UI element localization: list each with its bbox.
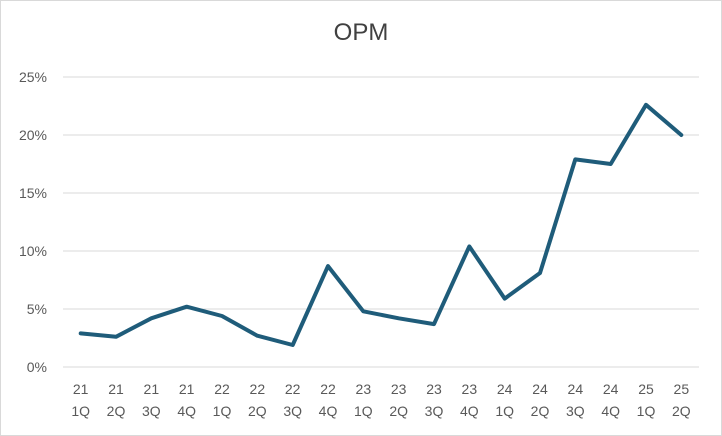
x-tick-label-quarter: 3Q xyxy=(566,403,585,419)
data-point xyxy=(538,271,542,275)
y-tick-label: 20% xyxy=(19,127,47,143)
x-tick-label-year: 24 xyxy=(603,381,619,397)
x-tick-label-quarter: 1Q xyxy=(71,403,90,419)
x-tick-label-year: 23 xyxy=(356,381,372,397)
y-tick-label: 5% xyxy=(27,301,47,317)
x-tick-label-year: 22 xyxy=(250,381,266,397)
x-tick-label-quarter: 3Q xyxy=(425,403,444,419)
x-tick-label-year: 23 xyxy=(426,381,442,397)
data-point xyxy=(609,162,613,166)
x-tick-label-quarter: 4Q xyxy=(319,403,338,419)
data-point xyxy=(79,331,83,335)
x-tick-label-year: 25 xyxy=(638,381,654,397)
x-tick-label-year: 24 xyxy=(497,381,513,397)
y-tick-label: 15% xyxy=(19,185,47,201)
x-tick-label-quarter: 2Q xyxy=(389,403,408,419)
data-point xyxy=(679,133,683,137)
x-tick-label-quarter: 2Q xyxy=(531,403,550,419)
data-point xyxy=(326,264,330,268)
x-tick-label-year: 24 xyxy=(532,381,548,397)
x-tick-label-year: 23 xyxy=(391,381,407,397)
data-point xyxy=(361,309,365,313)
x-tick-label-year: 21 xyxy=(108,381,124,397)
x-tick-label-quarter: 2Q xyxy=(248,403,267,419)
data-point xyxy=(467,244,471,248)
x-tick-label-quarter: 2Q xyxy=(107,403,126,419)
data-point xyxy=(432,322,436,326)
x-tick-label-quarter: 3Q xyxy=(283,403,302,419)
x-tick-label-quarter: 1Q xyxy=(213,403,232,419)
data-point xyxy=(644,103,648,107)
x-tick-label-quarter: 1Q xyxy=(495,403,514,419)
y-tick-label: 25% xyxy=(19,69,47,85)
y-tick-label: 10% xyxy=(19,243,47,259)
x-tick-label-year: 21 xyxy=(179,381,195,397)
x-tick-label-quarter: 2Q xyxy=(672,403,691,419)
x-tick-label-quarter: 4Q xyxy=(460,403,479,419)
x-tick-label-year: 24 xyxy=(568,381,584,397)
data-point xyxy=(185,305,189,309)
data-point xyxy=(503,297,507,301)
data-point xyxy=(397,316,401,320)
x-tick-label-year: 23 xyxy=(462,381,478,397)
x-tick-label-quarter: 4Q xyxy=(601,403,620,419)
data-point xyxy=(149,316,153,320)
x-tick-label-year: 25 xyxy=(674,381,690,397)
data-point xyxy=(114,335,118,339)
x-tick-label-quarter: 1Q xyxy=(354,403,373,419)
x-tick-label-quarter: 3Q xyxy=(142,403,161,419)
x-tick-label-quarter: 4Q xyxy=(177,403,196,419)
x-tick-label-year: 22 xyxy=(285,381,301,397)
data-point xyxy=(291,343,295,347)
data-point xyxy=(255,334,259,338)
x-tick-label-quarter: 1Q xyxy=(637,403,656,419)
y-tick-label: 0% xyxy=(27,359,47,375)
x-tick-label-year: 21 xyxy=(144,381,160,397)
series-line xyxy=(78,102,684,347)
data-point xyxy=(573,157,577,161)
data-point xyxy=(220,314,224,318)
chart-title: OPM xyxy=(333,19,389,46)
x-tick-label-year: 22 xyxy=(320,381,336,397)
x-tick-label-year: 21 xyxy=(73,381,89,397)
x-tick-label-year: 22 xyxy=(214,381,230,397)
